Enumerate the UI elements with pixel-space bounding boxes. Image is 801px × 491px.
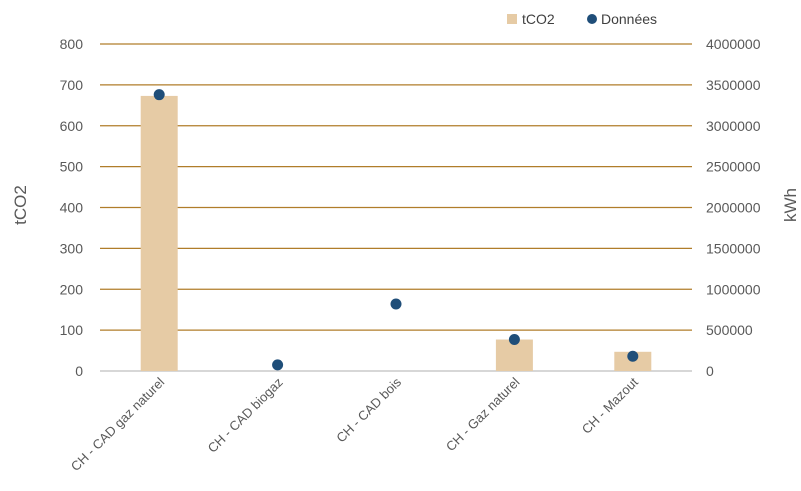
left-tick-label: 800 [60, 36, 84, 52]
left-tick-label: 700 [60, 77, 84, 93]
right-tick-label: 3000000 [706, 118, 761, 134]
left-tick-label: 100 [60, 322, 84, 338]
data-point [627, 350, 639, 362]
legend-label-donnees: Données [601, 11, 657, 27]
left-tick-label: 0 [75, 363, 83, 379]
right-tick-label: 1000000 [706, 281, 761, 297]
left-tick-label: 600 [60, 118, 84, 134]
legend: tCO2 Données [507, 11, 657, 27]
data-point [390, 298, 402, 310]
legend-swatch-tco2 [507, 14, 517, 24]
left-tick-label: 200 [60, 281, 84, 297]
right-tick-label: 500000 [706, 322, 753, 338]
category-label: CH - CAD bois [333, 374, 404, 445]
left-tick-label: 400 [60, 200, 84, 216]
gridlines [100, 43, 692, 372]
data-point [272, 359, 284, 371]
right-tick-label: 4000000 [706, 36, 761, 52]
right-axis-title: kWh [781, 188, 800, 222]
bar [140, 95, 178, 371]
right-tick-label: 3500000 [706, 77, 761, 93]
category-label: CH - CAD biogaz [205, 375, 286, 456]
scatter-series [153, 89, 639, 371]
category-label: CH - Mazout [579, 374, 641, 436]
category-label: CH - Gaz naturel [443, 374, 523, 454]
right-tick-label: 1500000 [706, 240, 761, 256]
left-axis-title: tCO2 [11, 185, 30, 225]
left-axis-ticks: 0 100 200 300 400 500 600 700 800 [60, 36, 84, 379]
right-tick-label: 2500000 [706, 159, 761, 175]
right-tick-label: 0 [706, 363, 714, 379]
data-point [508, 334, 520, 346]
category-labels: CH - CAD gaz naturel CH - CAD biogaz CH - … [68, 374, 641, 474]
right-axis-ticks: 0 500000 1000000 1500000 2000000 2500000 30000… [706, 36, 761, 379]
category-label: CH - CAD gaz naturel [68, 374, 168, 474]
right-tick-label: 2000000 [706, 200, 761, 216]
left-tick-label: 300 [60, 240, 84, 256]
legend-marker-donnees [587, 14, 597, 24]
data-point [153, 89, 165, 101]
left-tick-label: 500 [60, 159, 84, 175]
legend-label-tco2: tCO2 [522, 11, 555, 27]
bar-series [140, 95, 652, 371]
